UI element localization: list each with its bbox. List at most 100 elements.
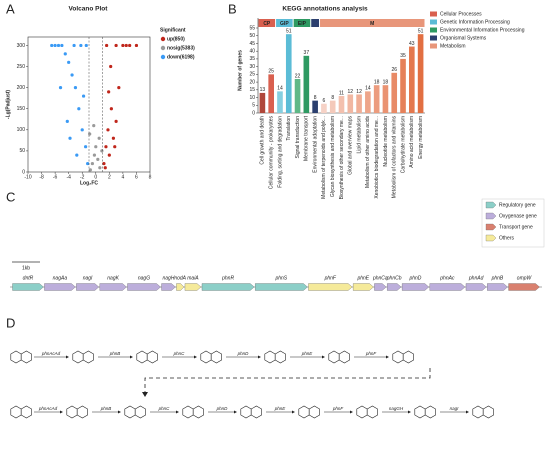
point — [98, 166, 102, 170]
point — [109, 107, 113, 111]
point — [94, 145, 98, 149]
point — [128, 43, 132, 48]
ring — [82, 350, 94, 364]
point — [109, 64, 113, 69]
gene-label: dntR — [23, 275, 34, 281]
scale-label: 1kb — [22, 265, 30, 271]
x-tick-label: Folding, sorting and degradation — [277, 116, 283, 188]
x-tick-label: 8 — [149, 174, 152, 180]
group-strip — [276, 19, 293, 27]
legend-label: Regulatory gene — [499, 202, 536, 208]
bar — [391, 72, 398, 113]
x-tick-label: Global and overview maps — [348, 116, 354, 175]
point — [58, 86, 63, 90]
point — [56, 43, 61, 48]
ring — [274, 350, 286, 364]
ring — [124, 405, 136, 419]
ring — [136, 350, 148, 364]
legend-arrow — [485, 223, 497, 231]
point — [84, 145, 88, 149]
ring — [338, 350, 350, 364]
gene-label: nagK — [107, 275, 119, 281]
y-tick-label: 10 — [249, 95, 255, 101]
group-label: CP — [263, 21, 271, 27]
arrow-head — [194, 355, 197, 359]
x-tick-label: Energy metabolism — [418, 116, 424, 159]
ring — [308, 405, 320, 419]
group-strip — [293, 19, 311, 27]
point — [53, 43, 57, 48]
legend-label: up(850) — [167, 36, 185, 42]
y-axis-label: Number of genes — [237, 50, 243, 91]
y-tick-label: 0 — [22, 169, 25, 175]
point — [107, 153, 111, 157]
arrow-head — [350, 410, 353, 414]
point — [97, 136, 101, 140]
legend-label: down(6198) — [167, 54, 195, 60]
point — [73, 86, 78, 90]
gene-arrow — [487, 283, 508, 291]
gene-arrow — [76, 283, 100, 291]
x-tick-label: 2 — [108, 174, 111, 180]
gene-arrow — [308, 283, 353, 291]
arrow-head — [176, 410, 179, 414]
gene-arrow — [465, 283, 487, 291]
gene-label: phnF — [324, 275, 337, 281]
legend-swatch — [430, 27, 437, 33]
arrow-head — [322, 355, 325, 359]
y-tick-label: 50 — [249, 33, 255, 39]
bar — [303, 55, 310, 113]
enzyme-label: phnF — [365, 351, 377, 356]
x-tick-label: Membrane transport — [304, 115, 310, 161]
bar — [329, 100, 336, 113]
x-tick-label: -8 — [39, 174, 44, 180]
point — [60, 43, 64, 48]
point — [134, 43, 139, 48]
x-tick-label: 6 — [135, 174, 138, 180]
legend-label: Others — [499, 235, 515, 241]
bar — [268, 74, 274, 113]
legend-arrow — [485, 201, 497, 209]
value-label: 51 — [286, 29, 292, 35]
x-tick-label: Lipid metabolism — [356, 116, 362, 154]
group-label: EIP — [298, 21, 307, 27]
y-tick-label: 55 — [249, 25, 255, 31]
point — [102, 161, 106, 166]
arrow-head — [130, 355, 133, 359]
ring — [210, 350, 222, 364]
legend-label: Organismal Systems — [440, 35, 487, 41]
gene-arrow — [201, 283, 255, 291]
y-tick-label: 0 — [252, 110, 255, 116]
y-tick-label: 45 — [249, 41, 255, 47]
gene-label: phnCa — [372, 275, 388, 281]
arrow-head — [66, 355, 69, 359]
ring — [414, 405, 426, 419]
group-label: GIP — [280, 21, 289, 27]
ring — [298, 405, 310, 419]
legend-swatch — [430, 19, 437, 25]
point — [50, 43, 54, 48]
arrow-head — [60, 410, 63, 414]
enzyme-label: phnD — [237, 351, 250, 356]
x-tick-label: Metabolism of other amino acids — [365, 116, 371, 188]
legend-label: Transport gene — [499, 224, 533, 230]
point — [63, 52, 67, 56]
panel-letter: D — [6, 315, 15, 330]
arrow-head — [258, 355, 261, 359]
bar — [356, 94, 362, 113]
y-tick-label: 250 — [17, 64, 26, 70]
x-tick-label: Environmental adaptation — [312, 116, 318, 173]
legend-label: nosig(5383) — [167, 45, 195, 51]
bar — [259, 92, 266, 113]
gene-label: phnB — [491, 275, 504, 281]
point — [67, 60, 71, 64]
x-tick-label: -4 — [66, 174, 71, 180]
ring — [328, 350, 340, 364]
enzyme-label: nagGH — [389, 406, 404, 411]
arrow-head — [408, 410, 411, 414]
y-tick-label: 15 — [249, 87, 255, 93]
gene-arrow — [184, 283, 202, 291]
ring — [366, 405, 378, 419]
enzyme-label: phnE — [301, 351, 314, 356]
x-tick-label: -10 — [24, 174, 31, 180]
